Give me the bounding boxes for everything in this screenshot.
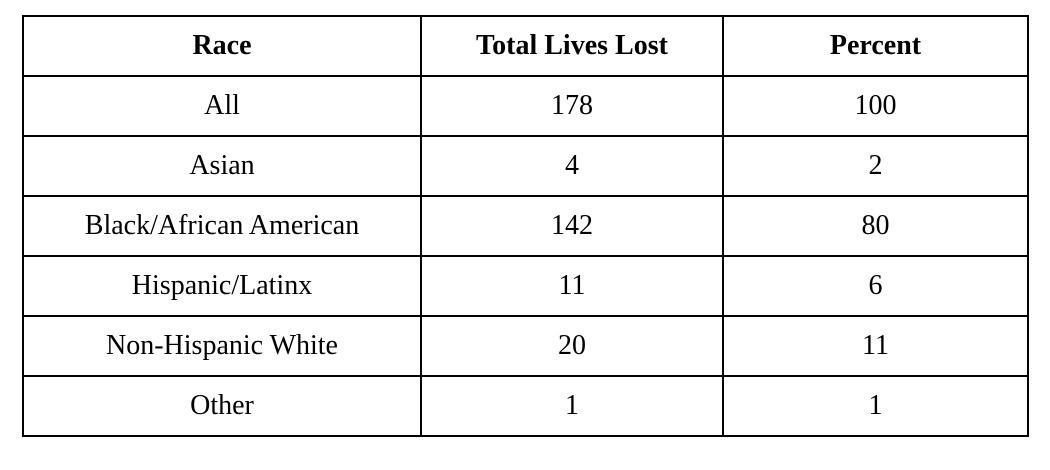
table-cell: Hispanic/Latinx xyxy=(22,255,422,317)
header-cell: Total Lives Lost xyxy=(420,15,724,77)
table-cell: 142 xyxy=(420,195,724,257)
table-cell: 11 xyxy=(722,315,1029,377)
table-cell: 1 xyxy=(420,375,724,437)
table-cell: 6 xyxy=(722,255,1029,317)
header-row: Race Total Lives Lost Percent xyxy=(22,15,1029,77)
table-cell: 100 xyxy=(722,75,1029,137)
table-row: Non-Hispanic White 20 11 xyxy=(22,315,1029,377)
table-row: Asian 4 2 xyxy=(22,135,1029,197)
table-cell: 1 xyxy=(722,375,1029,437)
table-cell: 20 xyxy=(420,315,724,377)
table-cell: Asian xyxy=(22,135,422,197)
table-cell: 4 xyxy=(420,135,724,197)
table-row: All 178 100 xyxy=(22,75,1029,137)
table-cell: All xyxy=(22,75,422,137)
table-row: Black/African American 142 80 xyxy=(22,195,1029,257)
table-row: Other 1 1 xyxy=(22,375,1029,437)
table-cell: Other xyxy=(22,375,422,437)
table-cell: 11 xyxy=(420,255,724,317)
table-cell: 80 xyxy=(722,195,1029,257)
header-cell: Race xyxy=(22,15,422,77)
data-table: Race Total Lives Lost Percent All 178 100 Asi… xyxy=(22,15,1029,437)
table-row: Hispanic/Latinx 11 6 xyxy=(22,255,1029,317)
table-cell: 2 xyxy=(722,135,1029,197)
table-cell: Non-Hispanic White xyxy=(22,315,422,377)
table-body: All 178 100 Asian 4 2 Black/African American 14… xyxy=(22,75,1029,437)
table-cell: Black/African American xyxy=(22,195,422,257)
header-cell: Percent xyxy=(722,15,1029,77)
table-cell: 178 xyxy=(420,75,724,137)
